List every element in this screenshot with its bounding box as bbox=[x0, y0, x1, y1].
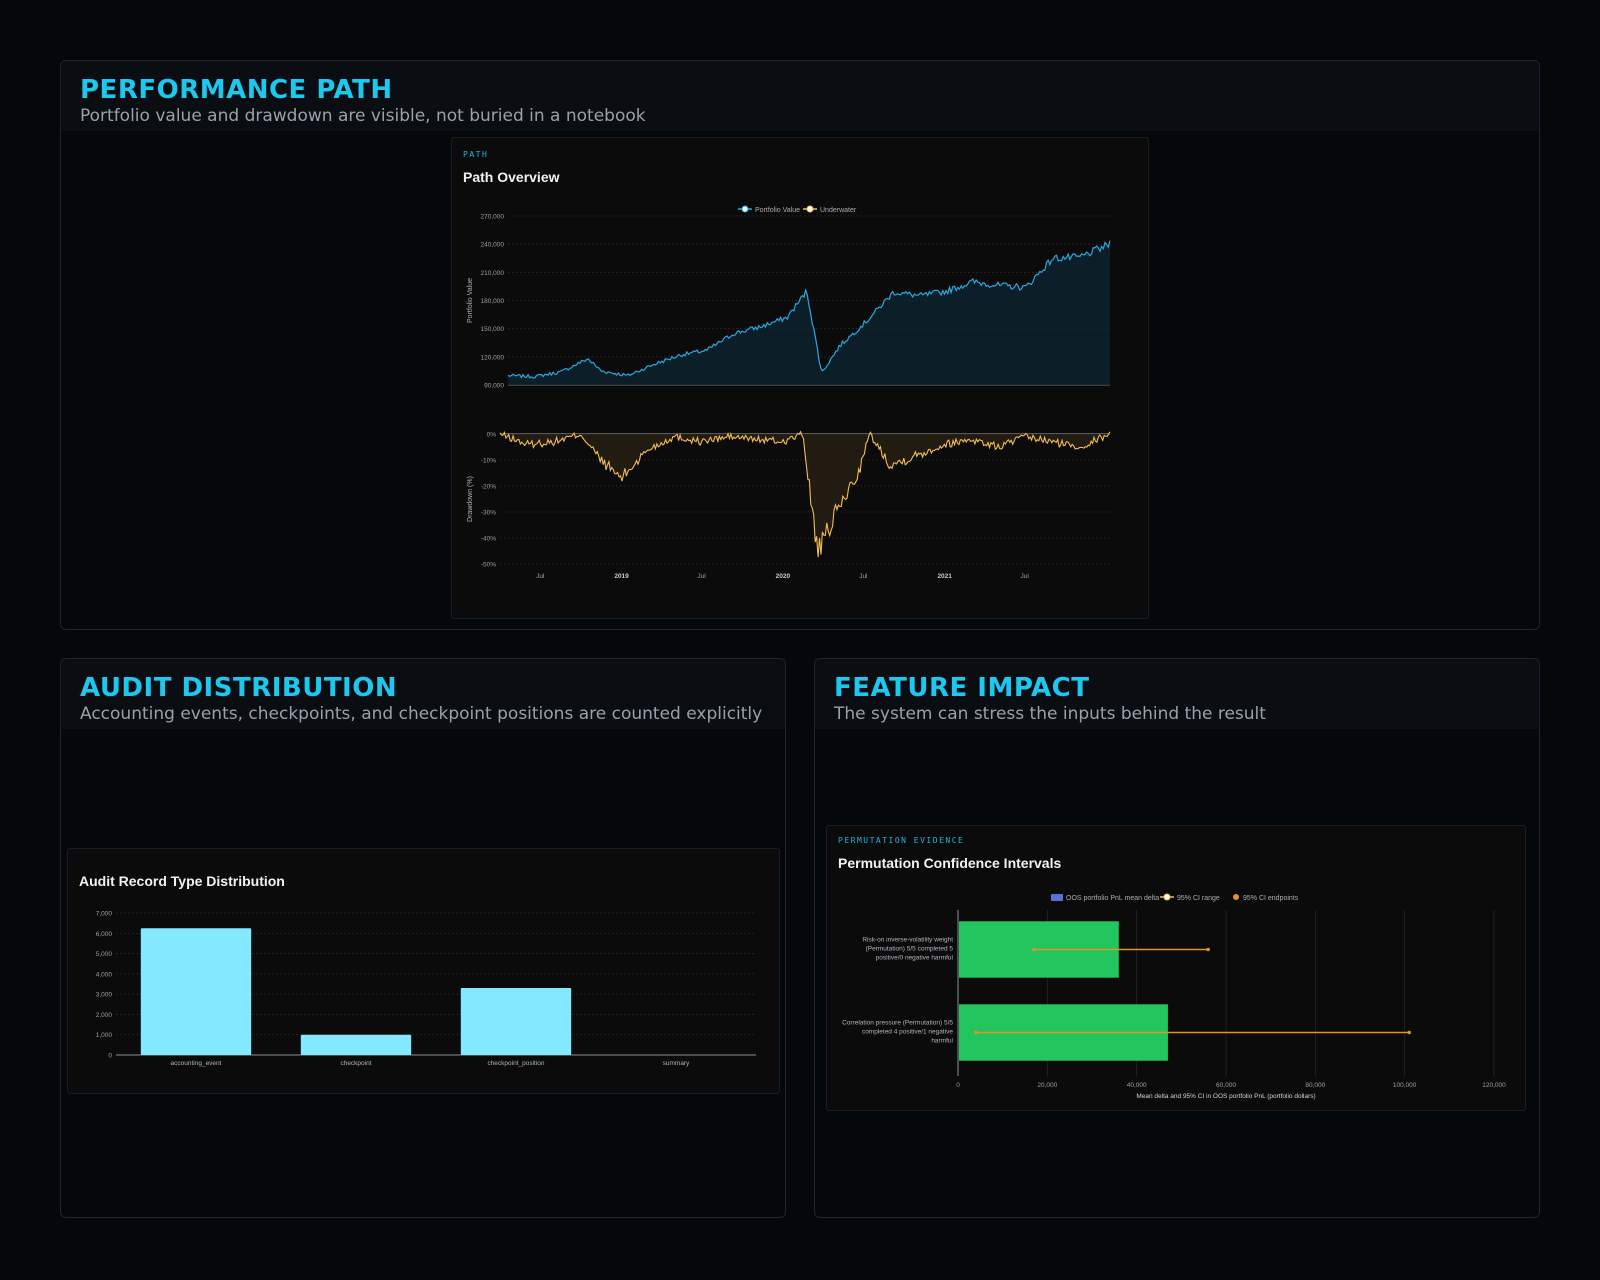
legend-mean-label: OOS portfolio PnL mean delta bbox=[1066, 895, 1159, 902]
drawdown-y-tick: 0% bbox=[487, 432, 497, 439]
audit-y-tick: 1,000 bbox=[96, 1032, 113, 1039]
portfolio-y-tick: 90,000 bbox=[484, 383, 504, 390]
permutation-x-label: Mean delta and 95% CI in OOS portfolio P… bbox=[1136, 1093, 1315, 1100]
permutation-row: Risk-on inverse-volatility weight (Permut… bbox=[862, 921, 1210, 978]
audit-x-tick: checkpoint bbox=[340, 1060, 371, 1067]
audit-y-tick: 0 bbox=[108, 1053, 112, 1060]
legend-ci-label: 95% CI range bbox=[1177, 895, 1220, 902]
performance-panel-header: PERFORMANCE PATH Portfolio value and dra… bbox=[61, 61, 1539, 131]
permutation-x-tick: 40,000 bbox=[1127, 1082, 1147, 1089]
feature-panel-header: FEATURE IMPACT The system can stress the… bbox=[815, 659, 1539, 729]
drawdown-line bbox=[499, 430, 1111, 558]
audit-y-tick: 7,000 bbox=[96, 911, 113, 918]
portfolio-y-tick: 210,000 bbox=[481, 270, 505, 277]
drawdown-y-tick: -50% bbox=[481, 562, 496, 569]
drawdown-x-tick: 2019 bbox=[614, 573, 629, 580]
path-kicker: PATH bbox=[463, 150, 489, 159]
audit-x-tick: accounting_event bbox=[171, 1060, 222, 1067]
audit-x-tick: checkpoint_position bbox=[487, 1060, 544, 1067]
audit-y-tick: 5,000 bbox=[96, 951, 113, 958]
audit-chart: 7,000 6,000 5,000 4,000 3,000 2,000 1,000 0 acco… bbox=[96, 911, 756, 1067]
audit-bar-accounting-event bbox=[140, 928, 252, 1055]
audit-y-tick: 4,000 bbox=[96, 971, 113, 978]
permutation-ci-high bbox=[1206, 947, 1210, 952]
portfolio-y-tick: 120,000 bbox=[481, 354, 505, 361]
audit-bar-checkpoint bbox=[300, 1034, 412, 1055]
permutation-y-tick: (Permutation) 5/5 completed 5 bbox=[866, 946, 954, 953]
permutation-ci-low bbox=[974, 1030, 978, 1035]
legend-ci-marker bbox=[1163, 893, 1171, 901]
permutation-y-tick: positive/0 negative harmful bbox=[876, 955, 954, 962]
legend-underwater-label: Underwater bbox=[820, 207, 857, 214]
drawdown-y-label: Drawdown (%) bbox=[467, 476, 474, 522]
permutation-y-tick: harmful bbox=[931, 1038, 953, 1045]
feature-panel-title: FEATURE IMPACT bbox=[834, 673, 1090, 703]
permutation-y-tick: Risk-on inverse-volatility weight bbox=[862, 937, 953, 944]
performance-panel-title: PERFORMANCE PATH bbox=[80, 75, 393, 105]
audit-x-tick: summary bbox=[663, 1060, 690, 1067]
permutation-x-tick: 120,000 bbox=[1482, 1082, 1506, 1089]
legend-mean-swatch bbox=[1051, 894, 1063, 901]
path-legend: Portfolio Value Underwater bbox=[738, 205, 857, 214]
permutation-x-tick: 0 bbox=[956, 1082, 960, 1089]
path-overview-chart: Portfolio Value Underwater 270,000 240,000 2… bbox=[467, 205, 1111, 580]
audit-panel-title: AUDIT DISTRIBUTION bbox=[80, 673, 398, 703]
portfolio-y-label: Portfolio Value bbox=[467, 278, 474, 323]
drawdown-y-tick: -40% bbox=[481, 536, 496, 543]
permutation-x-tick: 100,000 bbox=[1393, 1082, 1417, 1089]
drawdown-x-tick: Jul bbox=[697, 573, 706, 580]
audit-panel-subtitle: Accounting events, checkpoints, and chec… bbox=[80, 704, 763, 724]
portfolio-area bbox=[508, 240, 1110, 385]
drawdown-y-tick: -20% bbox=[481, 484, 496, 491]
audit-y-tick: 3,000 bbox=[96, 992, 113, 999]
permutation-x-tick: 80,000 bbox=[1305, 1082, 1325, 1089]
portfolio-y-tick: 270,000 bbox=[481, 214, 505, 221]
portfolio-line bbox=[507, 240, 1111, 379]
audit-panel: AUDIT DISTRIBUTION Accounting events, ch… bbox=[60, 658, 786, 1218]
audit-y-tick: 2,000 bbox=[96, 1012, 113, 1019]
portfolio-y-tick: 180,000 bbox=[481, 298, 505, 305]
drawdown-x-tick: Jul bbox=[1021, 573, 1030, 580]
path-overview-title: Path Overview bbox=[463, 169, 560, 185]
path-overview-card: PATH Path Overview Portfolio Value Underw… bbox=[451, 137, 1149, 619]
permutation-legend: OOS portfolio PnL mean delta 95% CI range… bbox=[1051, 893, 1299, 902]
legend-endpoint-label: 95% CI endpoints bbox=[1243, 895, 1299, 902]
drawdown-x-tick: Jul bbox=[536, 573, 545, 580]
permutation-y-tick: completed 4 positive/1 negative bbox=[862, 1029, 953, 1036]
drawdown-x-tick: Jul bbox=[859, 573, 868, 580]
permutation-card-title: Permutation Confidence Intervals bbox=[838, 855, 1062, 871]
permutation-x-tick: 20,000 bbox=[1037, 1082, 1057, 1089]
legend-endpoint-marker bbox=[1233, 894, 1239, 900]
feature-panel: FEATURE IMPACT The system can stress the… bbox=[814, 658, 1540, 1218]
permutation-ci-low bbox=[1032, 947, 1036, 952]
drawdown-x-tick: 2021 bbox=[937, 573, 952, 580]
legend-portfolio-marker bbox=[741, 205, 749, 213]
permutation-y-tick: Correlation pressure (Permutation) 5/5 bbox=[842, 1020, 953, 1027]
legend-portfolio-label: Portfolio Value bbox=[755, 207, 800, 214]
performance-panel-subtitle: Portfolio value and drawdown are visible… bbox=[80, 106, 646, 126]
audit-card: Audit Record Type Distribution 7,000 6,00… bbox=[67, 848, 780, 1094]
permutation-chart: OOS portfolio PnL mean delta 95% CI range… bbox=[842, 893, 1506, 1100]
permutation-kicker: PERMUTATION EVIDENCE bbox=[838, 836, 965, 845]
feature-panel-subtitle: The system can stress the inputs behind … bbox=[834, 704, 1266, 724]
portfolio-y-tick: 150,000 bbox=[481, 326, 505, 333]
performance-panel: PERFORMANCE PATH Portfolio value and dra… bbox=[60, 60, 1540, 630]
drawdown-y-tick: -30% bbox=[481, 510, 496, 517]
portfolio-y-tick: 240,000 bbox=[481, 242, 505, 249]
permutation-row: Correlation pressure (Permutation) 5/5 co… bbox=[842, 1004, 1411, 1061]
legend-underwater-marker bbox=[806, 205, 814, 213]
audit-y-tick: 6,000 bbox=[96, 931, 113, 938]
drawdown-y-tick: -10% bbox=[481, 458, 496, 465]
audit-card-title: Audit Record Type Distribution bbox=[79, 873, 285, 889]
permutation-x-tick: 60,000 bbox=[1216, 1082, 1236, 1089]
audit-panel-header: AUDIT DISTRIBUTION Accounting events, ch… bbox=[61, 659, 785, 729]
permutation-card: PERMUTATION EVIDENCE Permutation Confide… bbox=[826, 825, 1526, 1111]
permutation-ci-high bbox=[1407, 1030, 1411, 1035]
drawdown-x-tick: 2020 bbox=[776, 573, 791, 580]
audit-bar-checkpoint-position bbox=[460, 988, 572, 1055]
